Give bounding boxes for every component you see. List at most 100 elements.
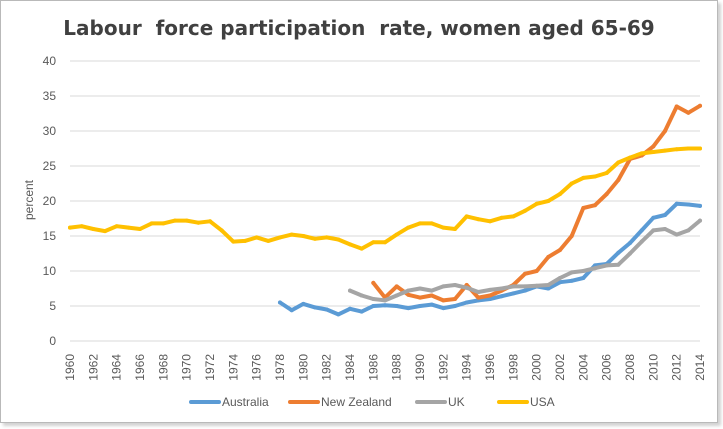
data-point — [348, 288, 352, 293]
data-point — [383, 240, 387, 245]
data-point — [464, 285, 469, 290]
data-point — [616, 160, 621, 165]
y-tick-label: 35 — [43, 89, 57, 103]
data-point — [698, 103, 702, 108]
x-tick-label: 1974 — [226, 354, 240, 381]
data-point — [464, 300, 469, 305]
x-tick-label: 1976 — [250, 354, 264, 381]
x-axis-ticks: 1960 1962 1964 1966 1968 1970 1972 1974 1976 1978… — [63, 354, 707, 381]
legend-label: USA — [530, 395, 555, 409]
data-point — [663, 129, 667, 133]
data-point — [674, 201, 679, 206]
chart-title: Labour force participation rate, women a… — [63, 16, 654, 40]
data-point — [593, 203, 597, 208]
data-point — [698, 146, 702, 151]
series-line — [68, 146, 702, 251]
data-point — [558, 248, 562, 252]
data-point — [558, 192, 562, 196]
data-point — [639, 151, 644, 156]
data-point — [114, 224, 119, 229]
data-point — [243, 238, 247, 243]
data-point — [558, 276, 562, 280]
data-point — [348, 242, 352, 247]
data-point — [126, 225, 131, 230]
data-point — [371, 240, 376, 245]
data-point — [301, 301, 306, 306]
legend-item: Australia — [189, 395, 269, 409]
series-australia — [278, 201, 702, 317]
data-point — [91, 227, 96, 231]
x-tick-label: 1980 — [296, 354, 310, 381]
data-point — [546, 199, 551, 203]
data-point — [371, 304, 376, 308]
data-point — [499, 286, 504, 291]
data-point — [278, 300, 282, 305]
data-point — [523, 271, 527, 276]
data-point — [406, 292, 411, 297]
data-point — [604, 263, 609, 268]
data-point — [628, 155, 632, 160]
data-point — [336, 237, 341, 242]
data-point — [79, 224, 84, 229]
data-point — [418, 221, 422, 226]
data-point — [441, 306, 446, 311]
x-tick-label: 2004 — [576, 354, 590, 381]
data-point — [663, 213, 667, 217]
data-point — [371, 297, 376, 301]
data-point — [394, 293, 399, 298]
data-point — [453, 227, 457, 231]
y-tick-label: 30 — [43, 124, 57, 138]
data-point — [511, 291, 516, 296]
data-point — [593, 266, 597, 271]
data-point — [674, 147, 679, 152]
data-point — [219, 228, 224, 233]
data-point — [278, 235, 282, 240]
data-point — [289, 308, 294, 313]
data-point — [429, 221, 434, 226]
data-point — [406, 225, 411, 230]
data-point — [149, 221, 154, 226]
data-point — [406, 288, 411, 293]
data-point — [546, 255, 551, 259]
data-point — [616, 250, 621, 255]
data-point — [639, 228, 644, 233]
data-point — [698, 203, 702, 208]
data-point — [441, 298, 446, 303]
y-tick-label: 10 — [43, 264, 57, 278]
x-tick-label: 2014 — [693, 354, 707, 381]
data-point — [604, 171, 609, 175]
legend-label: UK — [448, 395, 465, 409]
data-point — [698, 218, 702, 223]
chart-frame — [0, 0, 718, 423]
gridlines — [70, 60, 700, 342]
data-point — [68, 225, 72, 230]
data-point — [476, 290, 481, 294]
x-tick-label: 1962 — [86, 354, 100, 381]
data-point — [651, 150, 656, 154]
data-point — [429, 302, 434, 307]
data-point — [453, 297, 457, 301]
data-point — [394, 304, 399, 308]
data-point — [441, 284, 446, 289]
data-point — [161, 221, 166, 226]
data-point — [184, 218, 189, 223]
data-point — [348, 306, 352, 311]
x-tick-label: 1988 — [390, 354, 404, 381]
data-point — [511, 214, 516, 219]
x-tick-label: 1992 — [436, 354, 450, 381]
x-tick-label: 1968 — [156, 354, 170, 381]
data-point — [394, 284, 399, 289]
y-tick-label: 40 — [43, 54, 57, 68]
data-point — [674, 232, 679, 237]
data-point — [686, 202, 691, 207]
data-point — [138, 227, 142, 231]
data-point — [569, 278, 574, 283]
series-usa — [68, 146, 702, 251]
x-tick-label: 1970 — [180, 354, 194, 381]
data-point — [569, 181, 574, 186]
data-point — [208, 219, 212, 224]
data-point — [359, 309, 364, 314]
data-point — [418, 295, 422, 300]
x-tick-label: 2012 — [670, 354, 684, 381]
data-point — [663, 227, 667, 231]
